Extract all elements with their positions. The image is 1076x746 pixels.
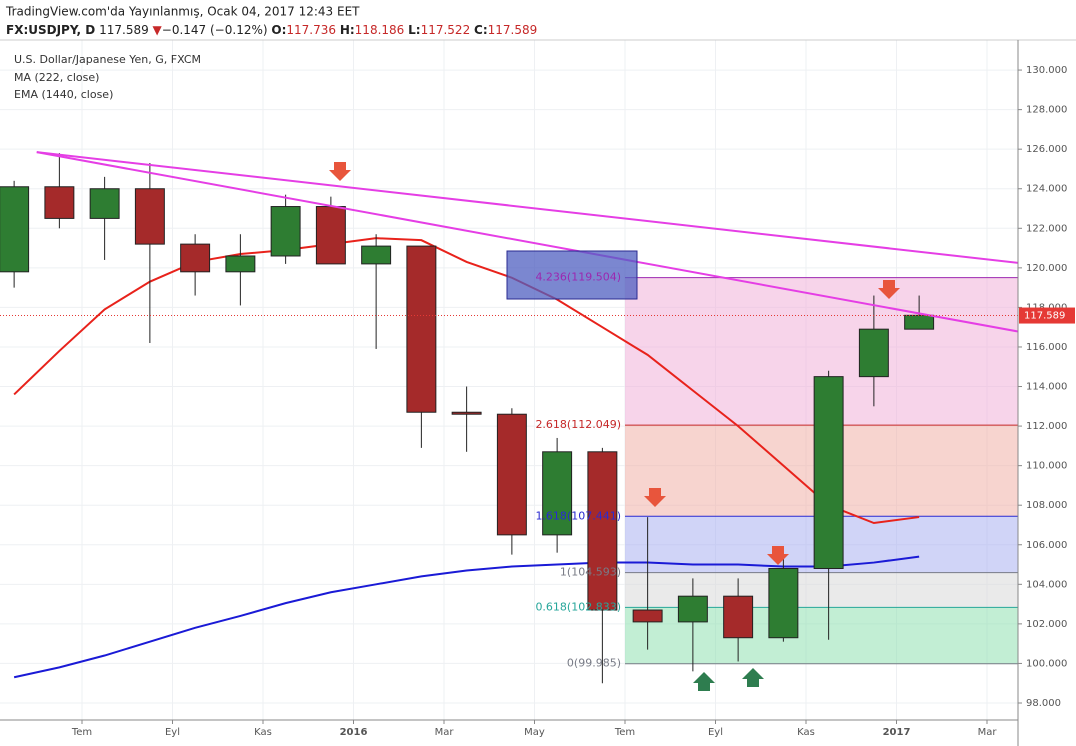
y-tick-label: 108.000 xyxy=(1026,500,1067,511)
x-tick-label: 2017 xyxy=(883,727,911,738)
candle-body xyxy=(858,328,889,378)
y-tick-label: 124.000 xyxy=(1026,184,1067,195)
x-tick-label: Tem xyxy=(614,727,635,738)
high-label: H: xyxy=(340,23,355,37)
fib-label: 1(104.593) xyxy=(560,566,621,579)
x-tick-label: Eyl xyxy=(708,727,723,738)
y-tick-label: 126.000 xyxy=(1026,144,1067,155)
x-tick-label: Mar xyxy=(978,727,998,738)
overlay xyxy=(329,162,900,691)
legend-entry: MA (222, close) xyxy=(14,71,99,84)
drawn-rectangle xyxy=(506,250,638,300)
candle-body xyxy=(361,245,392,265)
indicator-line xyxy=(13,555,920,679)
y-tick-label: 130.000 xyxy=(1026,65,1067,76)
high: 118.186 xyxy=(355,23,405,37)
candle-body xyxy=(89,188,120,219)
low: 117.522 xyxy=(421,23,471,37)
y-tick-label: 110.000 xyxy=(1026,461,1067,472)
y-tick-label: 120.000 xyxy=(1026,263,1067,274)
candle-body xyxy=(723,595,754,639)
candle-body xyxy=(225,255,256,273)
y-tick-label: 112.000 xyxy=(1026,421,1067,432)
candle-body xyxy=(677,595,708,623)
fib-label: 0(99.985) xyxy=(567,657,621,670)
y-tick-label: 102.000 xyxy=(1026,619,1067,630)
published: TradingView.com'da Yayınlanmış, Ocak 04,… xyxy=(5,5,360,19)
candle-body xyxy=(768,567,799,639)
open: 117.736 xyxy=(286,23,336,37)
fib-label: 4.236(119.504) xyxy=(535,271,621,284)
y-tick-label: 128.000 xyxy=(1026,105,1067,116)
legend-title: U.S. Dollar/Japanese Yen, G, FXCM xyxy=(14,53,201,66)
up-arrow xyxy=(693,672,715,691)
trendline xyxy=(36,151,1018,264)
candle-body xyxy=(632,609,663,623)
x-tick-label: Tem xyxy=(71,727,92,738)
candle-body xyxy=(904,314,935,330)
open-label: O: xyxy=(271,23,286,37)
price: 117.589 xyxy=(99,23,149,37)
candle-body xyxy=(270,206,301,257)
quote-line: FX:USDJPY, D 117.589 ▼−0.147 (−0.12%) O:… xyxy=(6,23,537,37)
close: 117.589 xyxy=(488,23,538,37)
last-price-box xyxy=(1019,307,1075,324)
up-arrow xyxy=(742,668,764,687)
arrow: ▼ xyxy=(153,23,163,37)
down-arrow xyxy=(644,488,666,507)
fib-label: 1.618(107.441) xyxy=(535,509,621,522)
y-tick-label: 122.000 xyxy=(1026,223,1067,234)
y-tick-label: 116.000 xyxy=(1026,342,1067,353)
candle-body xyxy=(44,186,75,219)
indicator-line xyxy=(13,237,920,525)
candle-body xyxy=(315,206,346,265)
x-tick-label: Eyl xyxy=(165,727,180,738)
x-tick-label: 2016 xyxy=(340,727,368,738)
y-tick-label: 106.000 xyxy=(1026,540,1067,551)
change: −0.147 (−0.12%) xyxy=(162,23,268,37)
x-tick-label: Mar xyxy=(435,727,455,738)
fib-label: 0.618(102.833) xyxy=(535,600,621,613)
candle-body xyxy=(406,245,437,413)
candle-body xyxy=(451,411,482,415)
legend-entry: EMA (1440, close) xyxy=(14,88,113,101)
candle-body xyxy=(542,451,573,536)
trendline xyxy=(36,151,1018,333)
y-tick-label: 100.000 xyxy=(1026,658,1067,669)
down-arrow xyxy=(329,162,351,181)
fib-label: 2.618(112.049) xyxy=(535,418,621,431)
x-tick-label: May xyxy=(524,727,545,738)
candle-body xyxy=(587,451,618,611)
close-label: C: xyxy=(474,23,488,37)
down-arrow xyxy=(767,546,789,565)
x-tick-label: Kas xyxy=(797,727,815,738)
last-price-label: 117.589 xyxy=(1024,311,1065,322)
y-tick-label: 104.000 xyxy=(1026,579,1067,590)
candle-body xyxy=(813,376,844,569)
candle-body xyxy=(180,243,211,273)
plot xyxy=(0,40,1018,720)
candle-body xyxy=(496,413,527,536)
candle-body xyxy=(0,186,30,273)
candle-body xyxy=(134,188,165,245)
symbol: FX:USDJPY, D xyxy=(6,23,95,37)
y-tick-label: 98.000 xyxy=(1026,698,1061,709)
y-tick-label: 114.000 xyxy=(1026,382,1067,393)
x-tick-label: Kas xyxy=(254,727,272,738)
low-label: L: xyxy=(408,23,420,37)
down-arrow xyxy=(878,280,900,299)
